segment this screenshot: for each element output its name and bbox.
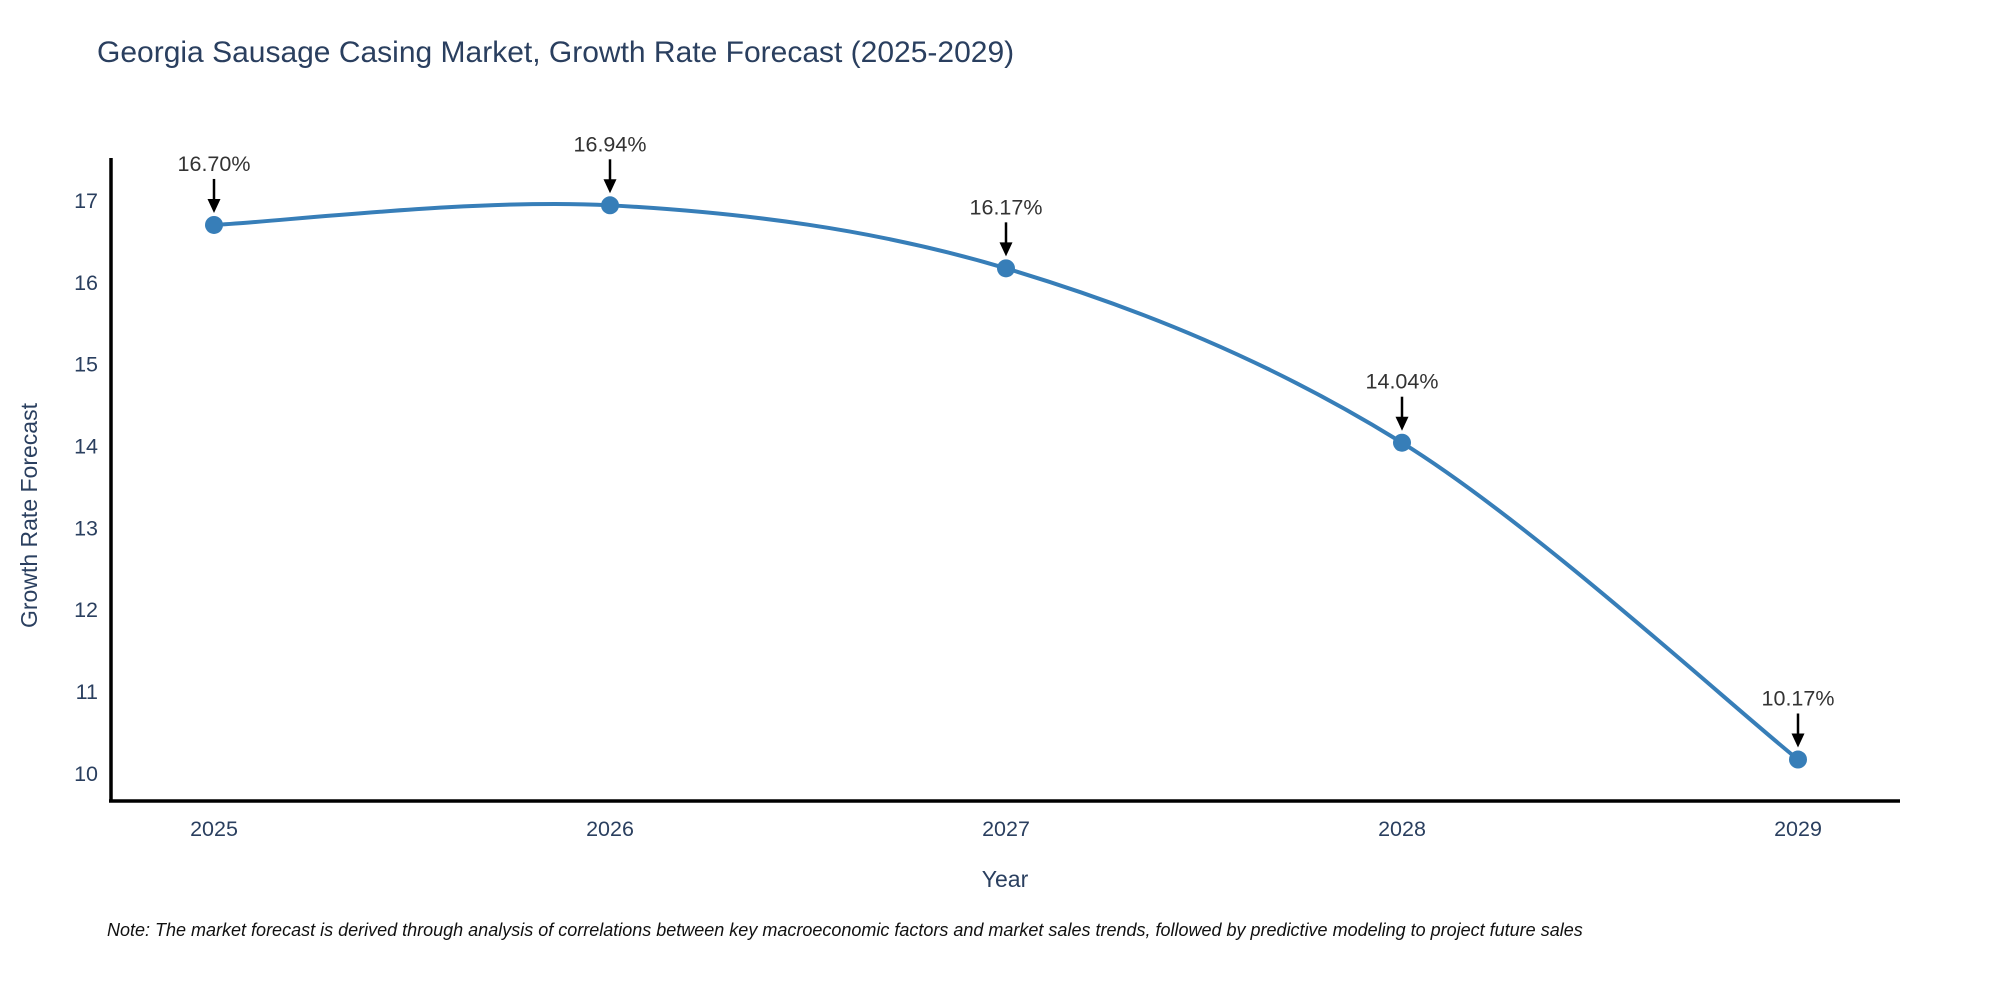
y-tick-label: 11 bbox=[76, 680, 98, 704]
y-tick-label: 14 bbox=[74, 434, 98, 458]
annotation-arrowhead bbox=[1791, 733, 1805, 748]
annotation-label: 10.17% bbox=[1762, 687, 1835, 711]
y-tick-label: 12 bbox=[74, 598, 98, 622]
x-tick-label: 2029 bbox=[1774, 817, 1822, 841]
x-tick-label: 2027 bbox=[982, 817, 1030, 841]
annotation-arrowhead bbox=[207, 198, 221, 213]
annotation-label: 14.04% bbox=[1366, 370, 1439, 394]
data-point-marker[interactable] bbox=[997, 259, 1015, 278]
annotation-arrowhead bbox=[603, 179, 617, 194]
footnote: Note: The market forecast is derived thr… bbox=[107, 920, 1583, 940]
x-tick-label: 2026 bbox=[586, 817, 634, 841]
data-point-marker[interactable] bbox=[205, 215, 223, 234]
y-tick-label: 10 bbox=[74, 762, 98, 786]
data-point-marker[interactable] bbox=[1393, 433, 1411, 452]
y-tick-label: 16 bbox=[74, 271, 98, 295]
data-point-marker[interactable] bbox=[1789, 750, 1807, 769]
y-tick-label: 13 bbox=[74, 516, 98, 540]
x-tick-label: 2025 bbox=[190, 817, 238, 841]
x-tick-label: 2028 bbox=[1378, 817, 1426, 841]
annotation-arrowhead bbox=[999, 242, 1013, 257]
trend-line bbox=[212, 201, 1800, 762]
annotation-label: 16.17% bbox=[970, 195, 1043, 219]
chart-title: Georgia Sausage Casing Market, Growth Ra… bbox=[97, 36, 1015, 69]
data-point-marker[interactable] bbox=[601, 196, 619, 215]
annotation-label: 16.70% bbox=[178, 152, 251, 176]
y-tick-label: 15 bbox=[74, 353, 98, 377]
x-axis-title: Year bbox=[981, 866, 1029, 892]
y-tick-label: 17 bbox=[74, 189, 98, 213]
annotation-label: 16.94% bbox=[574, 132, 647, 156]
annotation-arrowhead bbox=[1395, 416, 1409, 431]
